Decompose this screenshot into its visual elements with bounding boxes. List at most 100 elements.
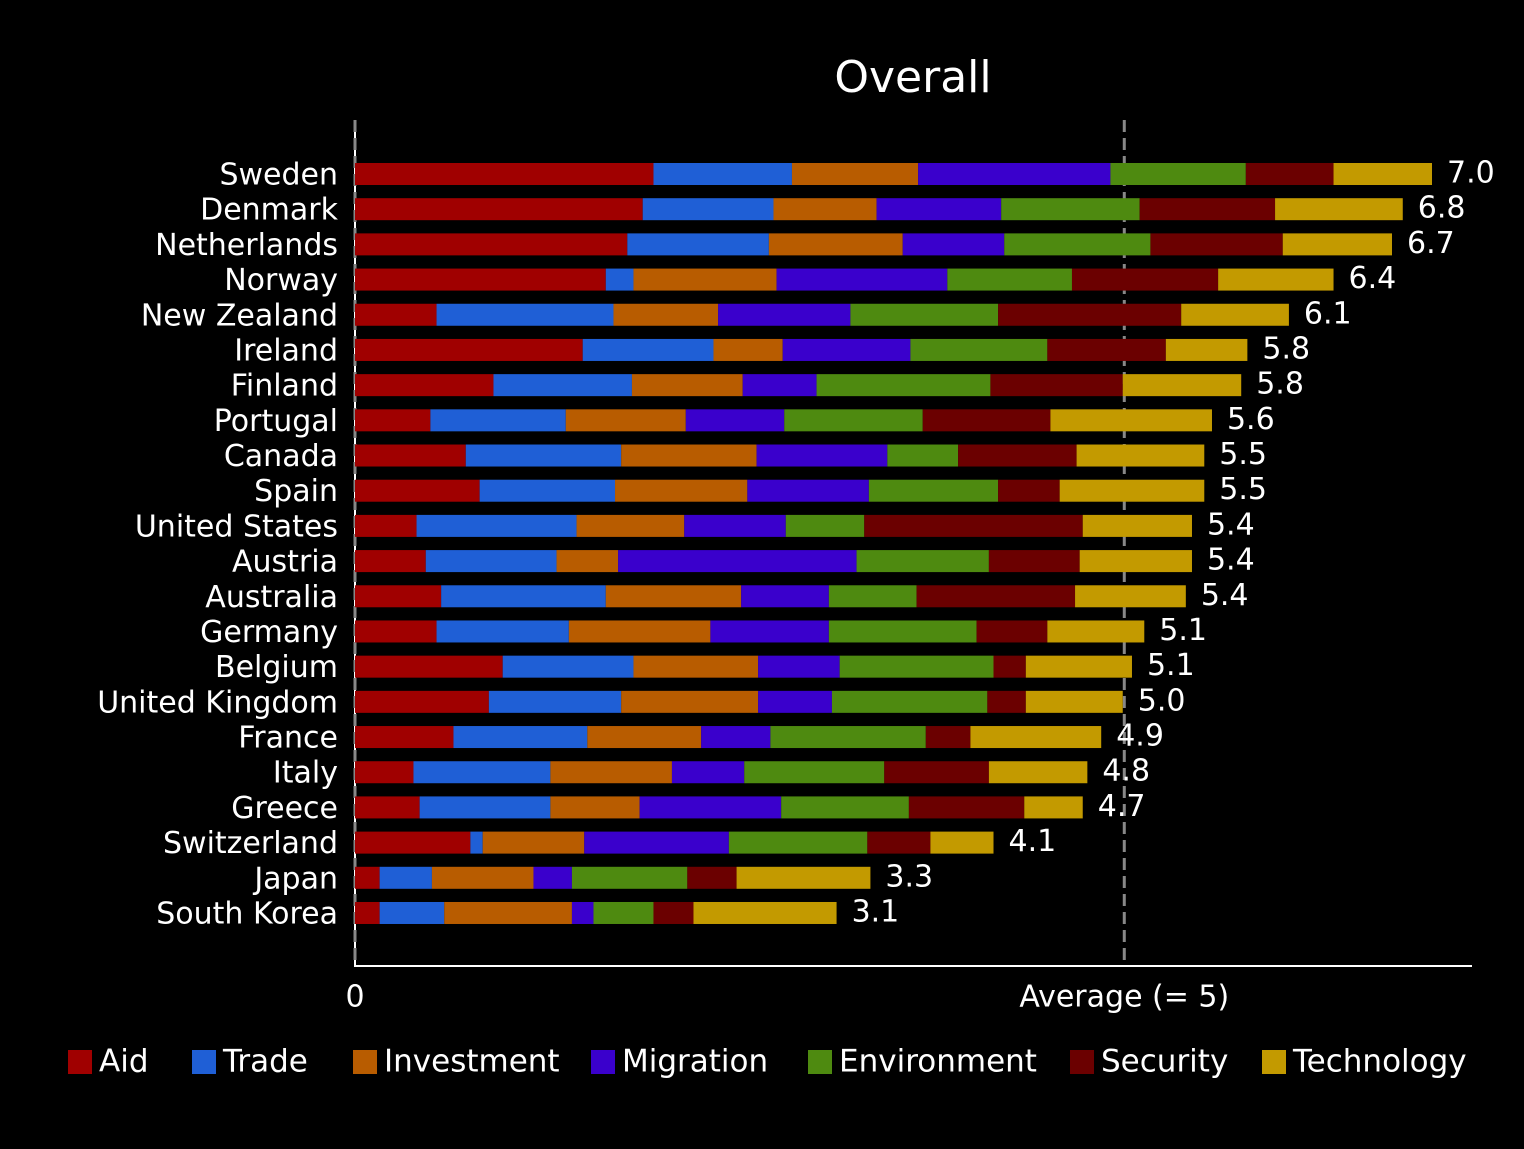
bar-segment: [355, 550, 426, 573]
y-tick-label: France: [238, 721, 338, 756]
bar-segment: [685, 409, 785, 432]
bar-segment: [355, 761, 414, 784]
legend-swatch: [353, 1050, 377, 1074]
y-tick-label: Finland: [231, 369, 338, 404]
bar-segment: [781, 796, 909, 819]
bar-segment: [576, 514, 685, 537]
bar-segment: [355, 585, 442, 608]
bar-segment: [416, 514, 577, 537]
y-tick-label: New Zealand: [141, 298, 338, 333]
bar-segment: [713, 338, 783, 361]
bar-segment: [465, 444, 622, 467]
bar-segment: [1059, 479, 1205, 502]
bar-segment: [355, 303, 437, 326]
bar-segment: [1076, 444, 1205, 467]
bar-segment: [488, 690, 622, 713]
bar-segment: [776, 268, 948, 291]
bar-segment: [441, 585, 606, 608]
value-label: 4.9: [1116, 719, 1164, 754]
bar-segment: [355, 479, 480, 502]
bar-segment: [621, 690, 759, 713]
bar-segment: [988, 550, 1080, 573]
bar-segment: [565, 409, 686, 432]
bar-segment: [584, 831, 729, 854]
bar-segment: [976, 620, 1048, 643]
bar-segment: [1139, 198, 1276, 221]
bar-segment: [839, 655, 994, 678]
bar-segment: [1245, 163, 1334, 185]
bar-segment: [887, 444, 959, 467]
bar-segment: [568, 620, 711, 643]
bar-segment: [773, 198, 877, 221]
bar-segment: [550, 796, 640, 819]
bar-segment: [918, 163, 1111, 185]
bar-segment: [533, 866, 572, 889]
value-label: 3.1: [852, 894, 900, 929]
y-tick-label: Sweden: [219, 158, 338, 193]
bar-segment: [1001, 198, 1140, 221]
bar-segment: [930, 831, 994, 854]
legend-label: Environment: [839, 1044, 1037, 1080]
bar-segment: [856, 550, 989, 573]
bar-segment: [436, 303, 614, 326]
legend-label: Security: [1101, 1044, 1228, 1080]
bar-segment: [958, 444, 1077, 467]
bar-segment: [910, 338, 1048, 361]
y-tick-label: United States: [135, 509, 338, 544]
value-label: 6.7: [1407, 226, 1455, 261]
bar-segment: [355, 198, 643, 221]
x-tick-label: Average (= 5): [1019, 980, 1229, 1015]
bar-segment: [413, 761, 551, 784]
bar-segment: [990, 374, 1123, 397]
value-label: 7.0: [1447, 156, 1495, 191]
y-tick-label: Greece: [231, 791, 338, 826]
legend-label: Technology: [1292, 1044, 1467, 1080]
y-tick-label: Spain: [254, 474, 338, 509]
legend-label: Trade: [222, 1044, 308, 1080]
bar-segment: [419, 796, 551, 819]
bar-segment: [1110, 163, 1246, 185]
bar-segment: [502, 655, 634, 678]
legend-swatch: [1262, 1050, 1286, 1074]
bar-segment: [550, 761, 672, 784]
y-tick-label: Ireland: [234, 333, 338, 368]
legend-label: Investment: [384, 1044, 560, 1080]
y-tick-label: Belgium: [215, 650, 338, 685]
bar-segment: [1047, 338, 1166, 361]
bar-segment: [653, 901, 694, 924]
bar-segment: [742, 374, 817, 397]
bar-segment: [988, 761, 1088, 784]
y-tick-label: Netherlands: [155, 228, 338, 263]
value-label: 5.8: [1262, 331, 1310, 366]
bar-segment: [987, 690, 1026, 713]
y-tick-label: Australia: [205, 580, 338, 615]
legend-swatch: [1070, 1050, 1094, 1074]
bar-segment: [876, 198, 1002, 221]
bar-segment: [355, 620, 437, 643]
legend-swatch: [68, 1050, 92, 1074]
bar-segment: [355, 726, 454, 749]
bar-segment: [1071, 268, 1219, 291]
value-label: 5.4: [1207, 543, 1255, 578]
bar-segment: [355, 514, 417, 537]
y-tick-label: Italy: [273, 756, 338, 791]
bar-segment: [864, 514, 1083, 537]
bar-segment: [970, 726, 1102, 749]
value-label: 6.8: [1418, 191, 1466, 226]
bar-segment: [1079, 550, 1192, 573]
bar-segment: [718, 303, 851, 326]
y-tick-label: Canada: [224, 439, 338, 474]
bar-segment: [902, 233, 1005, 256]
bar-segment: [493, 374, 632, 397]
bar-segment: [867, 831, 931, 854]
legend-swatch: [591, 1050, 615, 1074]
y-tick-label: United Kingdom: [97, 685, 338, 720]
bar-segment: [785, 514, 865, 537]
value-label: 5.6: [1227, 402, 1275, 437]
bar-segment: [756, 444, 888, 467]
bar-segment: [1181, 303, 1289, 326]
value-label: 5.1: [1147, 648, 1195, 683]
bar-segment: [479, 479, 616, 502]
bar-segment: [431, 866, 534, 889]
y-tick-label: Switzerland: [163, 826, 338, 861]
